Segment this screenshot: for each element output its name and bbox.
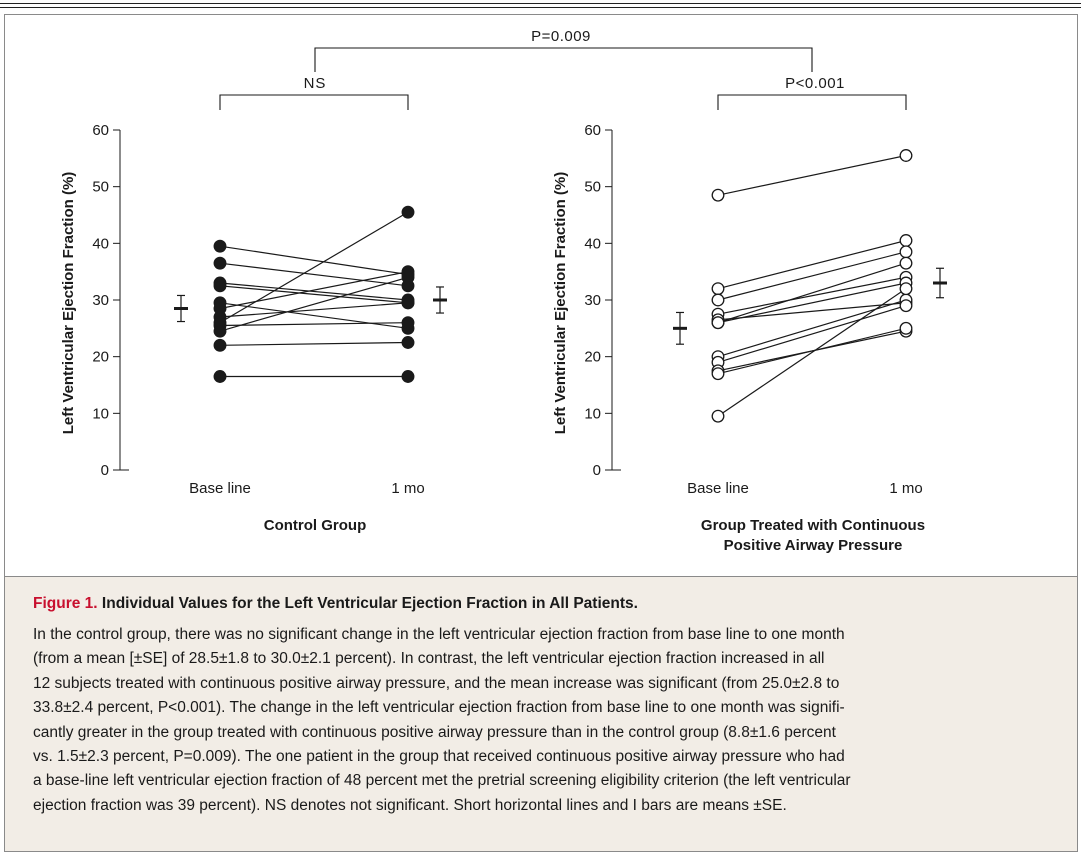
caption-body: In the control group, there was no signi… — [33, 623, 1057, 818]
y-tick-label: 30 — [584, 292, 601, 309]
data-point — [899, 245, 913, 259]
y-tick-label: 60 — [92, 122, 109, 139]
x-tick-label: Base line — [687, 480, 749, 497]
data-point — [899, 234, 913, 247]
patient-line — [717, 239, 907, 290]
data-point — [213, 256, 227, 270]
significance-label-ns: NS — [304, 75, 327, 92]
data-point — [401, 370, 415, 383]
data-point — [401, 316, 415, 330]
patient-line — [717, 288, 907, 417]
caption-line: ejection fraction was 39 percent). NS de… — [33, 796, 787, 814]
y-axis-label: Left Ventricular Ejection Fraction (%) — [552, 172, 569, 435]
group-title-cpap-line2: Positive Airway Pressure — [724, 537, 903, 554]
caption-title: Figure 1. Individual Values for the Left… — [33, 595, 638, 613]
significance-label-right: P<0.001 — [785, 75, 845, 92]
patient-line — [219, 302, 409, 318]
caption-box: Figure 1. Individual Values for the Left… — [5, 576, 1077, 851]
data-point — [711, 367, 725, 381]
top-rule-secondary — [0, 7, 1081, 8]
caption-line: 12 subjects treated with continuous posi… — [33, 674, 840, 692]
patient-line — [717, 282, 907, 324]
figure-frame: 0 10 20 30 40 50 60 Left Ventricular Ejection F… — [4, 14, 1078, 852]
significance-label-top: P=0.009 — [531, 28, 591, 45]
patient-line — [717, 276, 907, 315]
patient-line — [219, 276, 409, 332]
data-point — [213, 338, 227, 352]
caption-line: 33.8±2.4 percent, P<0.001). The change i… — [33, 699, 845, 717]
data-point — [899, 256, 913, 270]
patient-line — [219, 282, 409, 301]
data-point — [401, 296, 415, 310]
y-tick-label: 30 — [92, 292, 109, 309]
figure-svg: 0 10 20 30 40 50 60 Left Ventricular Ejection F… — [60, 28, 947, 554]
y-tick-label: 40 — [584, 235, 601, 252]
y-tick-label: 50 — [584, 179, 601, 196]
y-tick-label: 20 — [584, 349, 601, 366]
caption-line: cantly greater in the group treated with… — [33, 723, 836, 741]
significance-bracket — [219, 94, 409, 110]
y-tick-label: 60 — [584, 122, 601, 139]
data-point — [213, 279, 227, 293]
patient-line — [219, 302, 409, 329]
x-tick-label: 1 mo — [889, 480, 922, 497]
group-title-cpap-line1: Group Treated with Continuous — [701, 517, 925, 534]
data-point — [213, 324, 227, 338]
patient-line — [717, 302, 907, 321]
x-tick-label: Base line — [189, 480, 251, 497]
data-point — [711, 316, 725, 330]
y-tick-label: 50 — [92, 179, 109, 196]
y-tick-label: 0 — [101, 462, 109, 479]
caption-heading: Individual Values for the Left Ventricul… — [101, 595, 638, 612]
figure-label: Figure 1. — [33, 595, 98, 612]
patient-line — [219, 211, 409, 324]
y-tick-label: 20 — [92, 349, 109, 366]
data-point — [711, 409, 725, 423]
patient-line — [717, 327, 907, 375]
data-point — [711, 188, 725, 202]
patient-line — [219, 245, 409, 276]
data-point — [899, 149, 913, 162]
y-tick-label: 0 — [593, 462, 601, 479]
data-point — [401, 205, 415, 219]
patient-line — [717, 305, 907, 363]
patient-line — [219, 322, 409, 327]
y-tick-label: 10 — [92, 405, 109, 422]
data-point — [899, 321, 913, 335]
y-axis-label: Left Ventricular Ejection Fraction (%) — [60, 172, 77, 435]
patient-line — [219, 285, 409, 304]
group-title-control: Control Group — [264, 517, 366, 534]
y-tick-label: 40 — [92, 235, 109, 252]
caption-line: (from a mean [±SE] of 28.5±1.8 to 30.0±2… — [33, 650, 825, 668]
between-groups-bracket — [314, 47, 813, 72]
x-tick-label: 1 mo — [391, 480, 424, 497]
patient-line — [717, 262, 907, 324]
patient-line — [717, 154, 907, 196]
caption-line: In the control group, there was no signi… — [33, 626, 845, 643]
significance-bracket — [717, 94, 907, 110]
data-point — [899, 299, 913, 313]
patient-line — [219, 262, 409, 287]
data-point — [401, 270, 415, 284]
top-rule — [0, 3, 1081, 4]
plot-area: 0 10 20 30 40 50 60 Left Ventricular Ejection F… — [5, 15, 1077, 575]
caption-line: vs. 1.5±2.3 percent, P=0.009). The one p… — [33, 748, 845, 766]
data-point — [401, 336, 415, 349]
data-point — [213, 239, 227, 253]
data-point — [711, 293, 725, 307]
caption-line: a base-line left ventricular ejection fr… — [33, 772, 851, 790]
patient-line — [717, 251, 907, 301]
patient-line — [219, 271, 409, 310]
data-point — [213, 370, 227, 383]
data-point — [899, 282, 913, 296]
patient-line — [219, 341, 409, 346]
data-point — [711, 282, 725, 296]
y-tick-label: 10 — [584, 405, 601, 422]
